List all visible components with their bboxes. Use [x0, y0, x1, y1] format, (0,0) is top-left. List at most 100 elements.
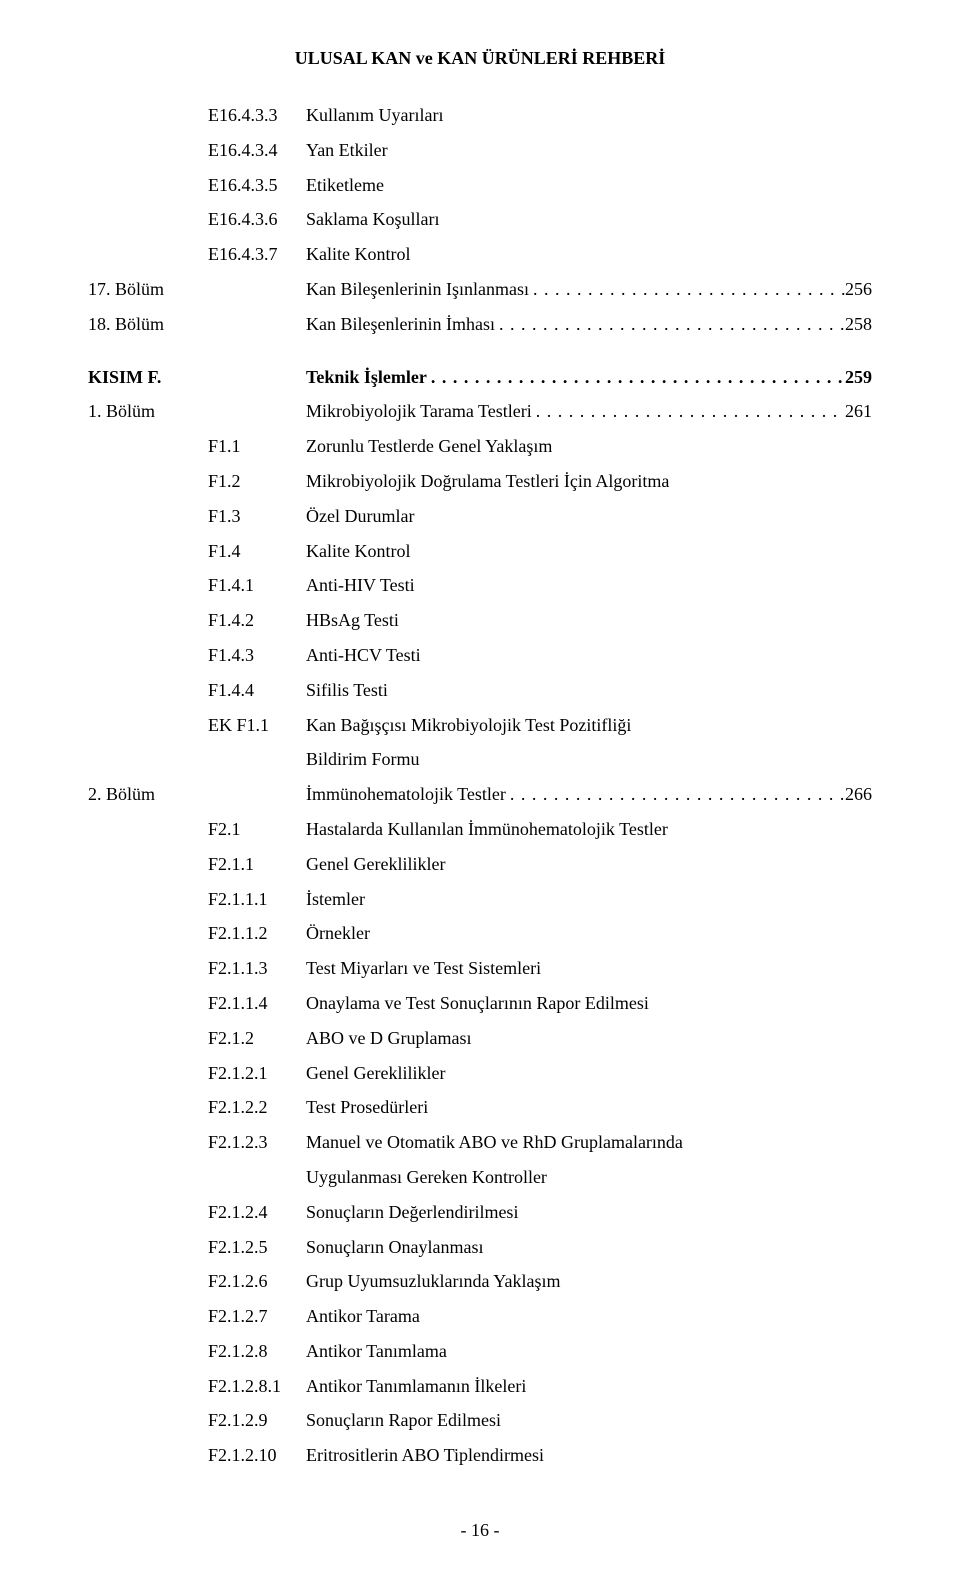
toc-title-text: Grup Uyumsuzluklarında Yaklaşım: [306, 1267, 560, 1296]
toc-dot-leader: . . . . . . . . . . . . . . . . . . . . …: [427, 363, 845, 392]
toc-code-label: F2.1.1.4: [208, 989, 306, 1018]
toc-title-text: Genel Gereklilikler: [306, 1059, 445, 1088]
toc-code-label: F2.1.2.7: [208, 1302, 306, 1331]
toc-title-text: Manuel ve Otomatik ABO ve RhD Gruplamala…: [306, 1128, 683, 1157]
toc-page-number: 256: [845, 275, 872, 304]
toc-entry: F2.1Hastalarda Kullanılan İmmünohematolo…: [88, 815, 872, 844]
toc-entry: F2.1.2.10Eritrositlerin ABO Tiplendirmes…: [88, 1441, 872, 1470]
toc-title-text: Etiketleme: [306, 171, 384, 200]
toc-content-group: E16.4.3.3Kullanım Uyarıları: [208, 101, 872, 130]
toc-content-group: Mikrobiyolojik Tarama Testleri . . . . .…: [208, 397, 872, 426]
toc-dot-leader: . . . . . . . . . . . . . . . . . . . . …: [529, 275, 845, 304]
toc-code-label: F2.1.2.6: [208, 1267, 306, 1296]
toc-title-text: Anti-HIV Testi: [306, 571, 415, 600]
toc-entry: E16.4.3.5Etiketleme: [88, 171, 872, 200]
toc-content-group: F1.2Mikrobiyolojik Doğrulama Testleri İç…: [208, 467, 872, 496]
toc-title-text: Sonuçların Değerlendirilmesi: [306, 1198, 518, 1227]
toc-title-text: Sonuçların Rapor Edilmesi: [306, 1406, 501, 1435]
toc-content-group: F1.4.1Anti-HIV Testi: [208, 571, 872, 600]
toc-entry: F1.3Özel Durumlar: [88, 502, 872, 531]
toc-code-label: F2.1.2.1: [208, 1059, 306, 1088]
toc-title-text: HBsAg Testi: [306, 606, 399, 635]
toc-code-label: E16.4.3.4: [208, 136, 306, 165]
toc-dot-leader: . . . . . . . . . . . . . . . . . . . . …: [532, 397, 845, 426]
toc-title-text: Mikrobiyolojik Tarama Testleri: [306, 397, 532, 426]
toc-code-label: F1.4.1: [208, 571, 306, 600]
toc-content-group: E16.4.3.7Kalite Kontrol: [208, 240, 872, 269]
toc-content-group: F1.4.2HBsAg Testi: [208, 606, 872, 635]
toc-title-text: İstemler: [306, 885, 365, 914]
toc-entry: Uygulanması Gereken Kontroller: [88, 1163, 872, 1192]
toc-container: E16.4.3.3Kullanım Uyarıları E16.4.3.4Yan …: [88, 101, 872, 1470]
toc-content-group: F2.1.1.1İstemler: [208, 885, 872, 914]
toc-title-text: İmmünohematolojik Testler: [306, 780, 506, 809]
toc-entry: F2.1.1.1İstemler: [88, 885, 872, 914]
toc-entry: E16.4.3.7Kalite Kontrol: [88, 240, 872, 269]
toc-code-label: F1.3: [208, 502, 306, 531]
toc-entry: F2.1.2.4Sonuçların Değerlendirilmesi: [88, 1198, 872, 1227]
toc-code-label: F1.4: [208, 537, 306, 566]
toc-code-label: F1.2: [208, 467, 306, 496]
toc-title-text: Teknik İşlemler: [306, 363, 427, 392]
toc-title-text: Bildirim Formu: [306, 745, 420, 774]
toc-content-group: F2.1.2.5Sonuçların Onaylanması: [208, 1233, 872, 1262]
toc-code-label: E16.4.3.5: [208, 171, 306, 200]
toc-entry: KISIM F.Teknik İşlemler . . . . . . . . …: [88, 363, 872, 392]
toc-title-text: Antikor Tanımlama: [306, 1337, 447, 1366]
toc-entry: F1.2Mikrobiyolojik Doğrulama Testleri İç…: [88, 467, 872, 496]
toc-title-text: Kan Bağışçısı Mikrobiyolojik Test Poziti…: [306, 711, 631, 740]
toc-title-text: Kan Bileşenlerinin İmhası: [306, 310, 495, 339]
toc-title-text: Uygulanması Gereken Kontroller: [306, 1163, 547, 1192]
toc-entry: F2.1.2.8Antikor Tanımlama: [88, 1337, 872, 1366]
toc-entry: F1.4.3Anti-HCV Testi: [88, 641, 872, 670]
toc-entry: F2.1.1.4Onaylama ve Test Sonuçlarının Ra…: [88, 989, 872, 1018]
toc-spacer: [88, 345, 872, 363]
toc-content-group: F2.1.2.1Genel Gereklilikler: [208, 1059, 872, 1088]
toc-code-label: F2.1.1.2: [208, 919, 306, 948]
toc-content-group: F2.1.2.8Antikor Tanımlama: [208, 1337, 872, 1366]
toc-content-group: F2.1.1.3Test Miyarları ve Test Sistemler…: [208, 954, 872, 983]
toc-title-text: Örnekler: [306, 919, 370, 948]
toc-entry: F2.1.2.1Genel Gereklilikler: [88, 1059, 872, 1088]
toc-dot-leader: . . . . . . . . . . . . . . . . . . . . …: [495, 310, 845, 339]
toc-page-number: 258: [845, 310, 872, 339]
toc-title-text: Test Prosedürleri: [306, 1093, 428, 1122]
toc-code-label: F2.1.2.9: [208, 1406, 306, 1435]
toc-code-label: F1.4.2: [208, 606, 306, 635]
toc-entry: F2.1.2.5Sonuçların Onaylanması: [88, 1233, 872, 1262]
toc-code-label: F2.1.2.10: [208, 1441, 306, 1470]
toc-code-label: F2.1.1.3: [208, 954, 306, 983]
toc-page-number: 259: [845, 363, 872, 392]
toc-entry: F2.1.1.3Test Miyarları ve Test Sistemler…: [88, 954, 872, 983]
toc-title-text: Eritrositlerin ABO Tiplendirmesi: [306, 1441, 544, 1470]
toc-entry: F1.4.4Sifilis Testi: [88, 676, 872, 705]
page-header: ULUSAL KAN ve KAN ÜRÜNLERİ REHBERİ: [88, 48, 872, 69]
toc-code-label: F2.1.2.5: [208, 1233, 306, 1262]
toc-entry: EK F1.1Kan Bağışçısı Mikrobiyolojik Test…: [88, 711, 872, 740]
toc-content-group: Bildirim Formu: [208, 745, 872, 774]
toc-entry: F2.1.2.6Grup Uyumsuzluklarında Yaklaşım: [88, 1267, 872, 1296]
toc-code-label: E16.4.3.7: [208, 240, 306, 269]
toc-content-group: F2.1.2.9Sonuçların Rapor Edilmesi: [208, 1406, 872, 1435]
toc-title-text: ABO ve D Gruplaması: [306, 1024, 471, 1053]
toc-entry: Bildirim Formu: [88, 745, 872, 774]
toc-title-text: Zorunlu Testlerde Genel Yaklaşım: [306, 432, 552, 461]
toc-section-label: 2. Bölüm: [88, 780, 208, 809]
toc-content-group: Kan Bileşenlerinin İmhası . . . . . . . …: [208, 310, 872, 339]
toc-entry: 1. BölümMikrobiyolojik Tarama Testleri .…: [88, 397, 872, 426]
toc-content-group: Teknik İşlemler . . . . . . . . . . . . …: [208, 363, 872, 392]
toc-entry: E16.4.3.3Kullanım Uyarıları: [88, 101, 872, 130]
toc-content-group: E16.4.3.4Yan Etkiler: [208, 136, 872, 165]
toc-title-text: Kan Bileşenlerinin Işınlanması: [306, 275, 529, 304]
toc-code-label: F2.1.2.3: [208, 1128, 306, 1157]
toc-content-group: F2.1.2.4Sonuçların Değerlendirilmesi: [208, 1198, 872, 1227]
toc-section-label: KISIM F.: [88, 363, 208, 392]
toc-content-group: F2.1.2.10Eritrositlerin ABO Tiplendirmes…: [208, 1441, 872, 1470]
toc-title-text: Kalite Kontrol: [306, 240, 410, 269]
toc-entry: 18. BölümKan Bileşenlerinin İmhası . . .…: [88, 310, 872, 339]
toc-code-label: F2.1.2.8.1: [208, 1372, 306, 1401]
toc-code-label: F2.1.1: [208, 850, 306, 879]
toc-entry: F2.1.2.3Manuel ve Otomatik ABO ve RhD Gr…: [88, 1128, 872, 1157]
toc-title-text: Genel Gereklilikler: [306, 850, 445, 879]
toc-page-number: 261: [845, 397, 872, 426]
